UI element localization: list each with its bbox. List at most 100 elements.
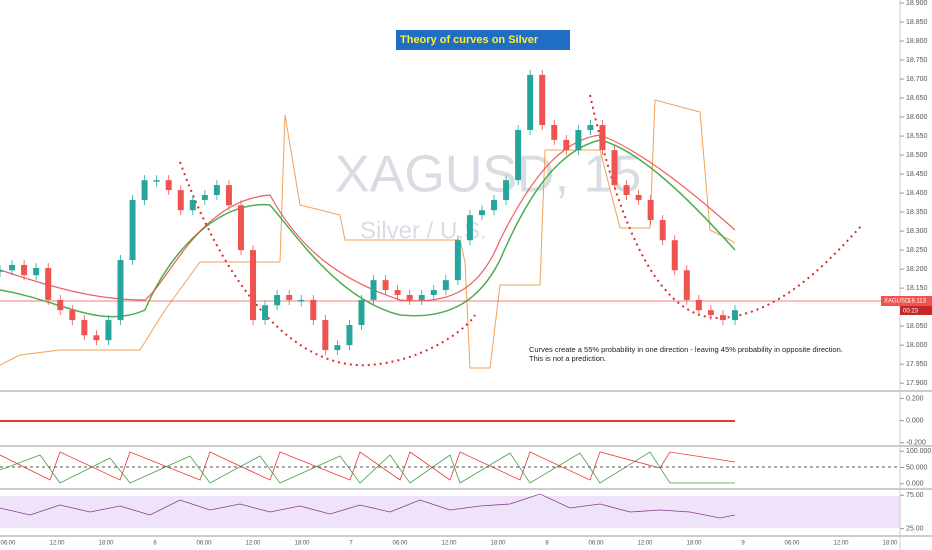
candle [201,195,208,200]
x-tick-label: 18:00 [490,541,506,547]
last-price-label: 18.113 [908,299,927,305]
candle [213,185,220,195]
y-tick-label: 100.000 [906,448,931,455]
x-tick-label: 12:00 [833,541,849,547]
watermark: XAGUSD, 15 [335,146,641,204]
candle [406,294,413,300]
candle [117,260,124,321]
donchian-line [0,99,736,369]
y-tick-label: 18.850 [906,19,928,26]
candle [442,280,449,291]
candle [551,125,558,140]
y-tick-label: 18.800 [906,38,928,45]
candle [286,294,293,300]
candle [69,310,76,321]
x-tick-label: 06:00 [392,541,408,547]
x-tick-label: 12:00 [245,541,261,547]
y-tick-label: 18.250 [906,247,928,254]
candle [250,250,257,321]
candle [575,130,582,151]
candle [635,195,642,200]
candle [81,320,88,336]
candle [274,294,281,306]
candle [310,299,317,321]
y-tick-label: 18.150 [906,285,928,292]
candle [659,220,666,241]
candle [707,310,714,316]
y-tick-label: 18.600 [906,114,928,121]
x-tick-label: 12:00 [49,541,65,547]
y-tick-label: 50.000 [906,464,928,471]
candle [587,125,594,130]
candle [478,210,485,216]
candle [141,180,148,200]
candle [382,280,389,291]
y-tick-label: 18.900 [906,0,928,7]
macd-signal [0,420,735,422]
candle [515,130,522,181]
x-tick-label: 9 [741,541,745,547]
candle [466,215,473,241]
candle [45,267,52,300]
y-tick-label: 18.450 [906,171,928,178]
y-tick-label: -0.200 [906,440,926,447]
candle [539,74,546,126]
candle [418,294,425,300]
candle [394,290,401,295]
x-tick-label: 6 [153,541,157,547]
y-tick-label: 18.400 [906,190,928,197]
candle [719,315,726,321]
x-tick-label: 06:00 [784,541,800,547]
candle [430,290,437,295]
x-tick-label: 06:00 [588,541,604,547]
y-tick-label: 17.900 [906,380,928,387]
y-tick-label: 0.200 [906,395,924,402]
title-box [396,30,570,50]
candle [623,185,630,195]
candle [262,305,269,321]
x-tick-label: 7 [349,541,353,547]
x-tick-label: 18:00 [882,541,898,547]
candle [153,180,160,182]
candle [93,335,100,341]
candle [695,299,702,311]
candle [454,240,461,281]
curve-left [179,161,476,367]
candle [346,325,353,346]
annotation: Curves create a 55% probability in one d… [529,345,843,354]
x-tick-label: 18:00 [294,541,310,547]
y-tick-label: 18.300 [906,228,928,235]
candle [732,310,738,321]
candle [129,199,136,260]
y-tick-label: 18.000 [906,342,928,349]
candle [225,185,232,206]
x-tick-label: 06:00 [0,541,16,547]
candle [671,240,678,271]
last-price-symbol: XAGUSD [884,299,910,305]
rsi-line [0,493,736,519]
candle [503,180,510,200]
x-tick-label: 8 [545,541,549,547]
last-price-box [881,296,932,306]
candle [189,199,196,211]
candle [647,199,654,221]
candle [165,180,172,191]
y-tick-label: 18.500 [906,152,928,159]
candle [177,190,184,211]
y-tick-label: 18.650 [906,95,928,102]
stoch-line [0,451,736,481]
candle [334,345,341,351]
candle [0,270,3,272]
candle [370,280,377,300]
y-tick-label: 18.050 [906,323,928,330]
candle [298,299,305,302]
candle [105,320,112,341]
candle [33,267,40,276]
stoch-line [0,451,735,484]
y-tick-label: 0.000 [906,481,924,488]
annotation: This is not a prediction. [529,354,606,363]
y-tick-label: 18.550 [906,133,928,140]
candle [358,299,365,325]
countdown: 00:23 [903,309,919,315]
